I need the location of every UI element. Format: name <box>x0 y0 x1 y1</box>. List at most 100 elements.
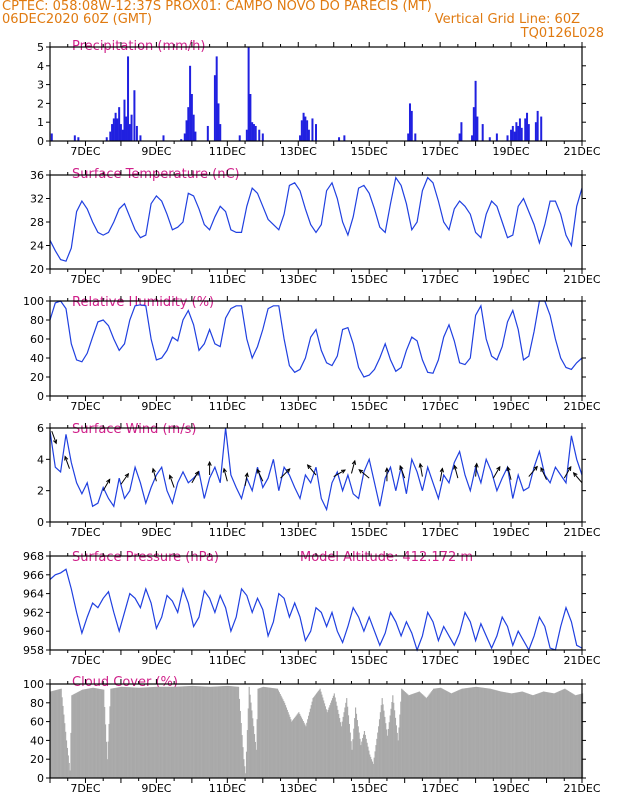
cloud-bar <box>486 688 488 778</box>
precip-bar <box>408 103 411 141</box>
cloud-bar <box>421 693 423 778</box>
wind-vector <box>223 468 228 482</box>
cloud-bar <box>349 732 351 778</box>
cloud-bar <box>524 692 526 778</box>
cloud-bar <box>167 686 170 778</box>
cloud-bar <box>352 739 354 778</box>
cloud-bar <box>67 755 69 778</box>
cloud-bar <box>463 688 465 778</box>
y-tick-label: 0 <box>37 390 44 403</box>
cloud-bar <box>495 690 498 778</box>
precip-bar <box>114 112 117 141</box>
cloud-bar <box>526 693 528 778</box>
cloud-bar <box>233 686 235 778</box>
model-altitude-label: Model Altitude: 412.172 m <box>300 550 473 565</box>
cloud-bar <box>333 693 335 778</box>
cloud-bar <box>359 738 361 778</box>
cloud-bar <box>552 693 554 778</box>
cloud-bar <box>130 687 132 778</box>
cloud-bar <box>372 763 374 778</box>
x-tick-label: 7DEC <box>70 654 100 667</box>
precip-bar <box>219 124 222 141</box>
cloud-bar <box>579 694 581 778</box>
cloud-bar <box>175 686 177 778</box>
cloud-bar <box>580 693 582 778</box>
cloud-bar <box>445 690 447 778</box>
cloud-bar <box>158 686 160 778</box>
cloud-bar <box>248 686 250 778</box>
cloud-bar <box>366 742 368 778</box>
cloud-bar <box>481 687 483 778</box>
cloud-bar <box>485 688 487 778</box>
cloud-bar <box>545 691 547 778</box>
cloud-bar <box>374 751 376 778</box>
cloud-bar <box>261 687 264 778</box>
precip-bar <box>540 116 543 141</box>
cloud-bar <box>266 687 268 778</box>
cloud-bar <box>342 716 344 778</box>
wind-vector <box>399 465 406 479</box>
cloud-bar <box>308 715 310 778</box>
cloud-bar <box>449 692 451 778</box>
cloud-bar <box>462 688 464 778</box>
cloud-bar <box>393 702 395 778</box>
cloud-bar <box>339 722 342 778</box>
cloud-bar <box>53 690 55 778</box>
cloud-bar <box>386 729 388 778</box>
cloud-bar <box>508 692 510 778</box>
wind-vector-head <box>453 464 458 470</box>
cloud-bar <box>284 702 286 778</box>
wind-vector-head <box>358 469 364 474</box>
x-tick-label: 9DEC <box>141 400 171 413</box>
cloud-bar <box>213 686 215 778</box>
cloud-bar <box>100 689 102 778</box>
precip-bar <box>520 127 523 141</box>
cloud-bar <box>145 687 147 778</box>
cloud-bar <box>52 690 54 778</box>
precip-bar <box>511 125 514 141</box>
wind-vector-head <box>540 466 545 472</box>
cloud-bar <box>355 707 357 778</box>
cloud-bar <box>70 732 72 778</box>
cloud-bar <box>293 718 295 778</box>
cloud-bar <box>325 709 327 778</box>
cloud-bar <box>478 687 480 778</box>
cloud-bar <box>221 686 223 778</box>
cloud-bar <box>543 691 546 778</box>
cloud-bar <box>129 687 131 778</box>
cloud-bar <box>225 685 227 778</box>
cloud-bar <box>428 694 430 778</box>
wind-vector <box>350 460 356 474</box>
precip-bar <box>311 118 314 141</box>
cloud-bar <box>570 692 572 778</box>
precip-bar <box>410 110 413 141</box>
y-tick-label: 40 <box>30 352 44 365</box>
cloud-bar <box>207 686 209 778</box>
wind-vector <box>454 465 459 479</box>
cloud-bar <box>329 705 331 778</box>
cloud-bar <box>113 688 115 778</box>
cloud-bar <box>251 710 253 778</box>
cloud-bar <box>347 706 349 778</box>
cloud-bar <box>343 712 345 778</box>
x-tick-label: 17DEC <box>422 526 459 539</box>
cloud-bar <box>94 688 96 778</box>
cloud-bar <box>222 686 225 778</box>
y-tick-label: 100 <box>23 678 44 691</box>
cloud-bar <box>65 740 68 778</box>
cloud-bar <box>159 686 162 778</box>
cloud-bar <box>269 687 272 778</box>
wind-vector <box>333 469 346 477</box>
y-tick-label: 28 <box>30 216 44 229</box>
cloud-bar <box>58 689 61 778</box>
cloud-bar <box>459 689 461 778</box>
cloud-bar <box>192 685 194 778</box>
x-tick-label: 19DEC <box>493 526 530 539</box>
cloud-bar <box>295 715 297 778</box>
cloud-bar <box>412 693 414 778</box>
cloud-bar <box>368 750 370 778</box>
cloud-bar <box>558 691 560 778</box>
cloud-bar <box>323 700 325 778</box>
cloud-bar <box>435 688 437 778</box>
